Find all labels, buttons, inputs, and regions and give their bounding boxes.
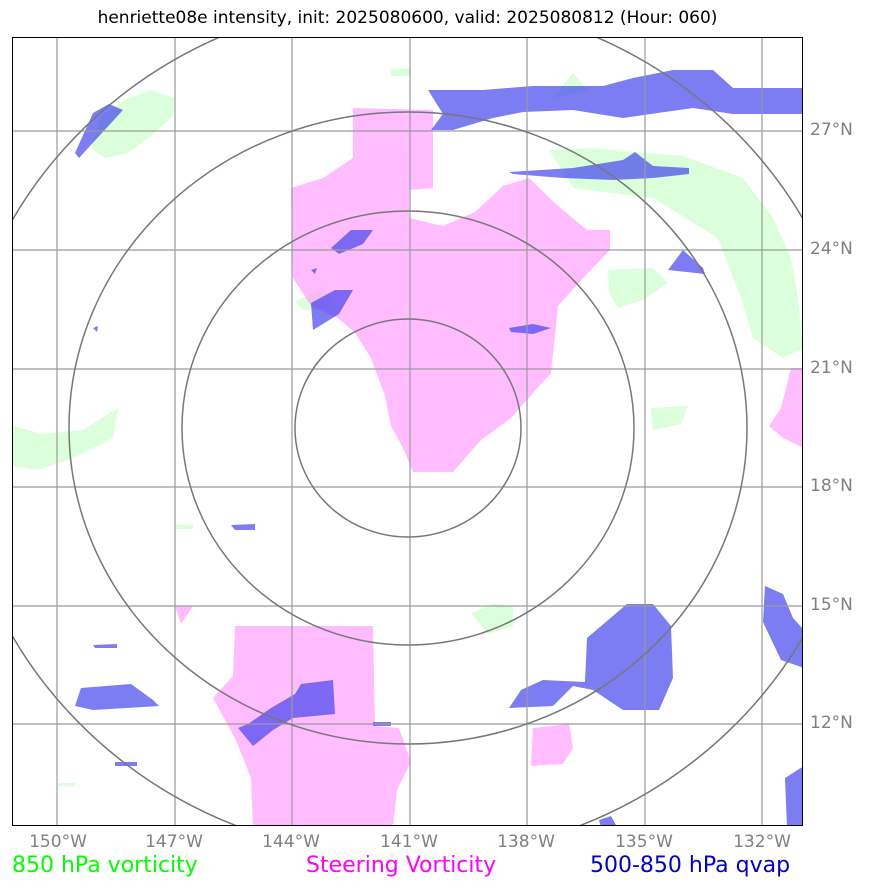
lon-label-144w: 144°W (262, 832, 320, 852)
steering-vorticity-layer (175, 108, 802, 825)
legend-steering-vorticity: Steering Vorticity (306, 853, 497, 878)
lon-label-141w: 141°W (380, 832, 438, 852)
range-rings (13, 38, 802, 825)
lon-label-138w: 138°W (497, 832, 555, 852)
lat-label-27n: 27°N (810, 120, 853, 140)
lat-label-18n: 18°N (810, 476, 853, 496)
legend-850-vorticity: 850 hPa vorticity (12, 853, 198, 878)
lat-label-12n: 12°N (810, 713, 853, 733)
lat-label-24n: 24°N (810, 239, 853, 259)
lon-label-147w: 147°W (145, 832, 203, 852)
chart-title: henriette08e intensity, init: 2025080600… (97, 8, 718, 28)
map-panel (12, 37, 803, 826)
graticule (13, 38, 802, 825)
vorticity-850-layer (13, 68, 802, 786)
lon-label-132w: 132°W (733, 832, 791, 852)
lon-label-135w: 135°W (615, 832, 673, 852)
lon-label-150w: 150°W (29, 832, 87, 852)
map-canvas (13, 38, 802, 825)
lat-label-21n: 21°N (810, 358, 853, 378)
legend-qvap: 500-850 hPa qvap (590, 853, 791, 878)
lat-label-15n: 15°N (810, 595, 853, 615)
